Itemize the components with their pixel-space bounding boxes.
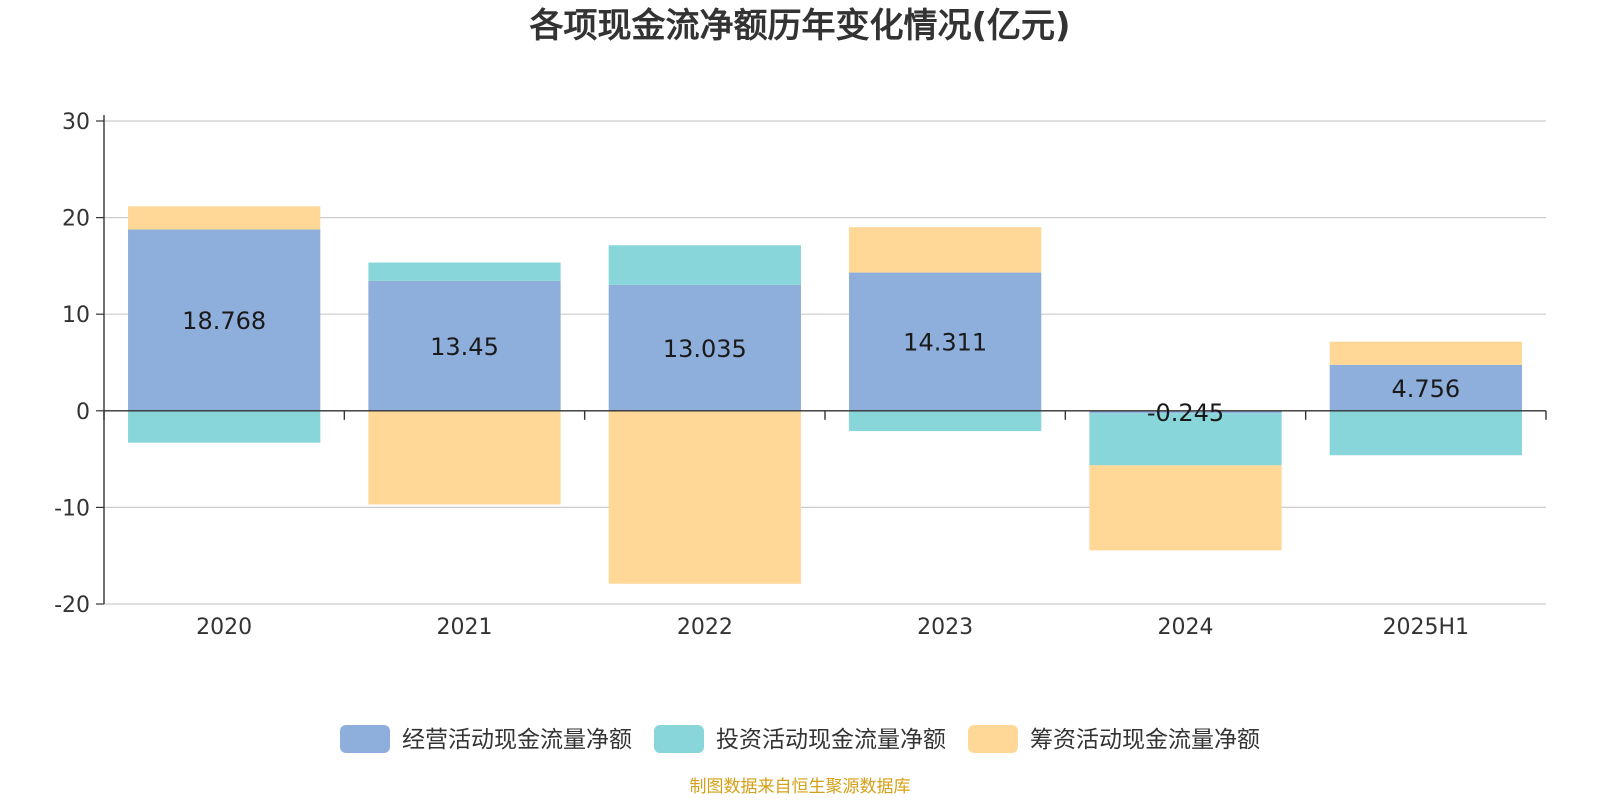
legend-swatch[interactable] <box>968 725 1018 753</box>
data-label: -0.245 <box>1147 399 1224 427</box>
legend-swatch[interactable] <box>340 725 390 753</box>
legend-label[interactable]: 经营活动现金流量净额 <box>402 727 632 753</box>
bar-series0-2020 <box>128 229 321 411</box>
bar-series2-2022 <box>608 410 801 584</box>
bar-series2-2025H1 <box>1329 341 1522 365</box>
x-tick-label: 2025H1 <box>1383 615 1470 640</box>
bar-series2-2023 <box>849 227 1042 273</box>
bar-series0-2024 <box>1089 410 1282 414</box>
bar-series1-2022 <box>608 245 801 285</box>
legend-label[interactable]: 投资活动现金流量净额 <box>716 727 946 753</box>
legend-label[interactable]: 筹资活动现金流量净额 <box>1030 727 1260 753</box>
legend-swatch[interactable] <box>654 725 704 753</box>
y-tick-label: 10 <box>62 303 90 328</box>
bar-series1-2023 <box>849 410 1042 432</box>
bar-series2-2020 <box>128 206 321 230</box>
bar-series1-2021 <box>368 262 561 281</box>
bar-series1-2020 <box>128 410 321 443</box>
data-label: 18.768 <box>182 307 266 335</box>
x-tick-label: 2023 <box>917 615 973 640</box>
bar-series1-2025H1 <box>1329 410 1522 456</box>
data-label: 4.756 <box>1391 375 1460 403</box>
bar-series1-2024 <box>1089 413 1282 466</box>
y-tick-label: -20 <box>54 593 90 618</box>
source-note: 制图数据来自恒生聚源数据库 <box>690 777 911 797</box>
bar-series0-2023 <box>849 272 1042 411</box>
data-label: 13.035 <box>663 335 747 363</box>
y-tick-label: -10 <box>54 496 90 521</box>
bar-series0-2021 <box>368 280 561 411</box>
bar-series0-2025H1 <box>1329 364 1522 411</box>
x-tick-label: 2022 <box>677 615 733 640</box>
x-tick-label: 2020 <box>196 615 252 640</box>
data-labels: 18.768 13.45 13.035 14.311 -0.245 4.756 <box>182 307 1460 427</box>
y-tick-label: 30 <box>62 110 90 135</box>
bar-series2-2021 <box>368 410 561 505</box>
bars <box>128 206 1522 584</box>
data-label: 14.311 <box>903 329 987 357</box>
y-tick-label: 0 <box>76 400 90 425</box>
legend: 经营活动现金流量净额 投资活动现金流量净额 筹资活动现金流量净额 <box>340 725 1260 753</box>
bar-series0-2022 <box>608 284 801 411</box>
x-tick-label: 2024 <box>1158 615 1214 640</box>
chart-title: 各项现金流净额历年变化情况(亿元) <box>529 6 1070 46</box>
y-tick-label: 20 <box>62 207 90 232</box>
data-label: 13.45 <box>430 333 499 361</box>
x-tick-label: 2021 <box>437 615 493 640</box>
bar-series2-2024 <box>1089 465 1282 551</box>
axes: 30 20 10 0 -10 -20 2020 2021 2022 2023 2024 2025H1 <box>54 110 1547 640</box>
